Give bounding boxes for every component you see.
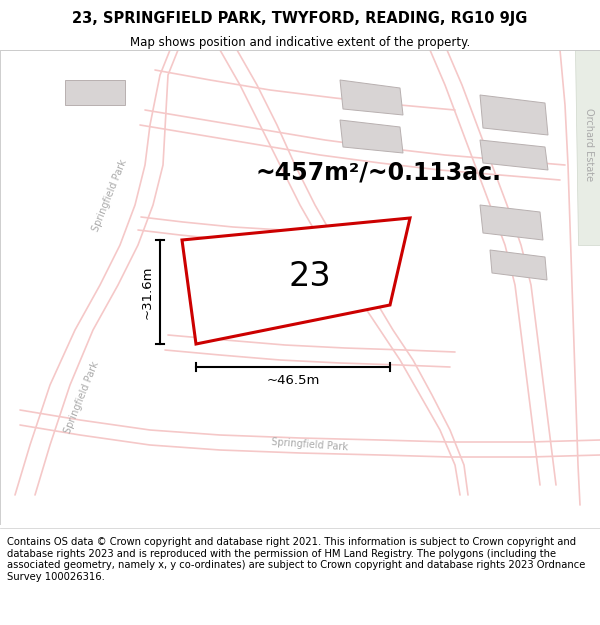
Text: Orchard Estate: Orchard Estate [584,109,594,181]
Text: Springfield Park: Springfield Park [271,438,349,452]
Text: ~46.5m: ~46.5m [266,374,320,387]
Polygon shape [65,80,125,105]
Polygon shape [480,140,548,170]
Polygon shape [575,50,600,245]
Text: 23, SPRINGFIELD PARK, TWYFORD, READING, RG10 9JG: 23, SPRINGFIELD PARK, TWYFORD, READING, … [73,11,527,26]
Polygon shape [480,205,543,240]
Text: ~31.6m: ~31.6m [141,265,154,319]
Polygon shape [182,218,410,344]
Polygon shape [340,80,403,115]
Text: Springfield Park: Springfield Park [91,158,129,232]
Text: Contains OS data © Crown copyright and database right 2021. This information is : Contains OS data © Crown copyright and d… [7,537,586,582]
Text: Springfield Park: Springfield Park [63,359,101,434]
Polygon shape [490,250,547,280]
Polygon shape [340,120,403,153]
Polygon shape [480,95,548,135]
Text: 23: 23 [288,260,331,293]
Text: ~457m²/~0.113ac.: ~457m²/~0.113ac. [255,161,501,185]
Text: Map shows position and indicative extent of the property.: Map shows position and indicative extent… [130,36,470,49]
